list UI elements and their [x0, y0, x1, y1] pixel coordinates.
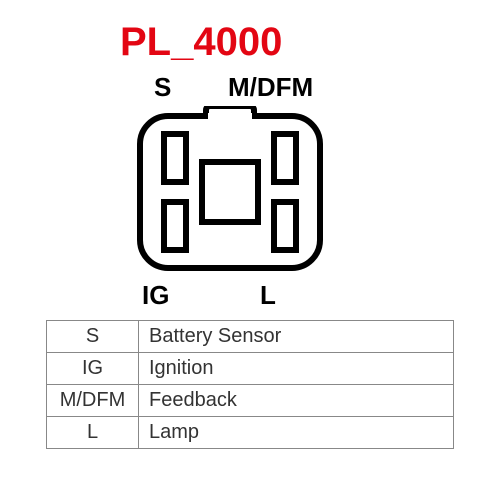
legend-code: S — [47, 321, 139, 353]
legend-code: L — [47, 417, 139, 449]
pin-label-s: S — [154, 72, 171, 103]
table-row: LLamp — [47, 417, 454, 449]
pin-label-mdfm: M/DFM — [228, 72, 313, 103]
legend-code: M/DFM — [47, 385, 139, 417]
legend-desc: Lamp — [139, 417, 454, 449]
table-row: SBattery Sensor — [47, 321, 454, 353]
pin-label-l: L — [260, 280, 276, 311]
legend-desc: Ignition — [139, 353, 454, 385]
part-number-title: PL_4000 — [120, 20, 282, 65]
pin-legend-table: SBattery SensorIGIgnitionM/DFMFeedbackLL… — [46, 320, 454, 449]
table-row: IGIgnition — [47, 353, 454, 385]
table-row: M/DFMFeedback — [47, 385, 454, 417]
pin-label-ig: IG — [142, 280, 169, 311]
connector-icon — [130, 106, 330, 278]
legend-desc: Feedback — [139, 385, 454, 417]
legend-desc: Battery Sensor — [139, 321, 454, 353]
legend-code: IG — [47, 353, 139, 385]
